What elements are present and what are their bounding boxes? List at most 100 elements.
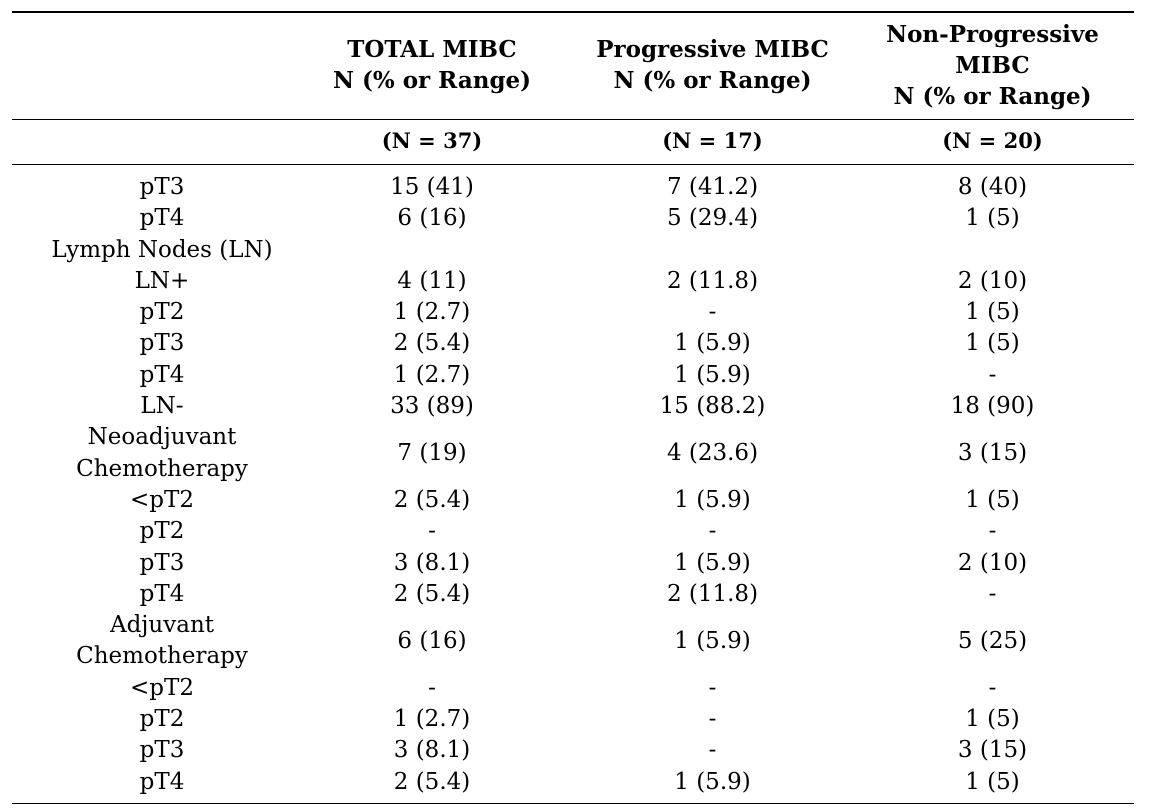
row-label: LN+ — [134, 267, 190, 294]
table-row: pT2 1 (2.7) - 1 (5) — [0, 297, 1159, 328]
table-row: pT3 3 (8.1) 1 (5.9) 2 (10) — [0, 548, 1159, 579]
total-cell: 2 (5.4) — [393, 330, 471, 357]
header-nonprog-line1: Non-Progressive — [886, 21, 1099, 48]
progressive-cell: 2 (11.8) — [666, 580, 759, 607]
row-label-line1: Adjuvant — [109, 612, 215, 639]
progressive-cell: 1 (5.9) — [674, 330, 751, 357]
non-progressive-cell: 1 (5) — [965, 486, 1020, 513]
table-row: pT3 15 (41) 7 (41.2) 8 (40) — [0, 172, 1159, 203]
progressive-n: (N = 17) — [662, 128, 763, 153]
total-cell: 6 (16) — [397, 205, 467, 232]
total-cell: 1 (2.7) — [393, 706, 471, 733]
row-label: pT3 — [139, 737, 185, 764]
row-label: <pT2 — [130, 486, 194, 513]
table-body: pT3 15 (41) 7 (41.2) 8 (40) pT4 6 (16) 5 (29.4… — [0, 172, 1159, 798]
header-total-line1: TOTAL MIBC — [347, 36, 517, 63]
progressive-cell: 5 (29.4) — [666, 205, 759, 232]
table-row: pT4 2 (5.4) 2 (11.8) - — [0, 579, 1159, 610]
non-progressive-cell: 1 (5) — [965, 768, 1020, 795]
header-progressive-mibc: Progressive MIBC N (% or Range) — [590, 34, 835, 96]
bottom-rule — [12, 803, 1134, 804]
total-cell: 1 (2.7) — [393, 299, 471, 326]
non-progressive-cell: 2 (10) — [957, 267, 1028, 294]
total-cell: 33 (89) — [390, 393, 474, 420]
row-label: pT2 — [139, 518, 185, 545]
progressive-cell: - — [708, 518, 717, 545]
total-cell: 1 (2.7) — [393, 361, 471, 388]
total-cell: 3 (8.1) — [393, 737, 471, 764]
row-label: pT3 — [139, 174, 185, 200]
progressive-cell: - — [708, 299, 717, 326]
row-label-line1: Neoadjuvant — [87, 424, 237, 451]
progressive-cell: 1 (5.9) — [674, 768, 751, 795]
progressive-cell: 7 (41.2) — [666, 174, 759, 200]
progressive-cell: 1 (5.9) — [674, 627, 751, 654]
total-cell: 2 (5.4) — [393, 768, 471, 795]
row-label: Lymph Nodes (LN) — [51, 236, 273, 263]
non-progressive-cell — [870, 235, 1115, 266]
total-cell: - — [428, 674, 436, 701]
row-label: pT4 — [139, 361, 185, 388]
row-label: Adjuvant Chemotherapy — [12, 610, 312, 673]
non-progressive-cell: 18 (90) — [950, 393, 1035, 420]
non-progressive-n: (N = 20) — [942, 128, 1043, 153]
table-row: pT4 2 (5.4) 1 (5.9) 1 (5) — [0, 767, 1159, 798]
row-label: pT2 — [139, 706, 185, 733]
total-cell — [312, 235, 552, 266]
progressive-cell: 15 (88.2) — [659, 393, 766, 420]
header-non-progressive-mibc: Non-Progressive MIBC N (% or Range) — [870, 19, 1115, 112]
table-row: Neoadjuvant Chemotherapy 7 (19) 4 (23.6) 3 (… — [0, 422, 1159, 485]
non-progressive-cell: 5 (25) — [957, 627, 1028, 654]
progressive-cell: - — [708, 706, 717, 733]
total-cell: - — [428, 518, 436, 545]
progressive-cell: 2 (11.8) — [666, 267, 759, 294]
table-row: LN- 33 (89) 15 (88.2) 18 (90) — [0, 391, 1159, 422]
non-progressive-cell: 3 (15) — [957, 737, 1028, 764]
row-label-line2: Chemotherapy — [76, 455, 248, 482]
top-rule — [12, 11, 1134, 13]
total-cell: 3 (8.1) — [393, 549, 471, 576]
row-label: LN- — [140, 393, 184, 420]
non-progressive-cell: 8 (40) — [957, 174, 1028, 200]
header-rule — [12, 119, 1134, 120]
table-row: Lymph Nodes (LN) — [0, 235, 1159, 266]
progressive-cell — [590, 235, 835, 266]
progressive-cell: - — [708, 737, 717, 764]
non-progressive-cell: - — [988, 518, 997, 545]
total-cell: 4 (11) — [397, 267, 467, 294]
table-row: pT3 3 (8.1) - 3 (15) — [0, 735, 1159, 766]
row-label: pT4 — [139, 768, 185, 795]
table-row: LN+ 4 (11) 2 (11.8) 2 (10) — [0, 266, 1159, 297]
header-nonprog-line3: N (% or Range) — [893, 83, 1092, 110]
non-progressive-cell: 1 (5) — [965, 205, 1020, 232]
non-progressive-cell: 2 (10) — [957, 549, 1028, 576]
progressive-cell: - — [708, 674, 717, 701]
non-progressive-cell: 3 (15) — [957, 440, 1028, 467]
progressive-cell: 1 (5.9) — [674, 549, 751, 576]
non-progressive-cell: - — [988, 361, 997, 388]
non-progressive-cell: 1 (5) — [965, 330, 1020, 357]
non-progressive-cell: - — [988, 580, 997, 607]
table-row: pT2 - - - — [0, 516, 1159, 547]
row-label: pT4 — [139, 580, 185, 607]
table-row: pT3 2 (5.4) 1 (5.9) 1 (5) — [0, 328, 1159, 359]
progressive-cell: 1 (5.9) — [674, 361, 751, 388]
header-total-mibc: TOTAL MIBC N (% or Range) — [312, 34, 552, 96]
row-label: pT4 — [139, 205, 185, 232]
non-progressive-cell: 1 (5) — [965, 299, 1020, 326]
header-progressive-line1: Progressive MIBC — [596, 36, 829, 63]
header-nonprog-line2: MIBC — [955, 52, 1030, 79]
row-label: pT2 — [139, 299, 185, 326]
progressive-cell: 4 (23.6) — [666, 440, 759, 467]
row-label: pT3 — [139, 549, 185, 576]
row-label: pT3 — [139, 330, 185, 357]
total-cell: 15 (41) — [390, 174, 474, 200]
non-progressive-cell: - — [988, 674, 997, 701]
header-progressive-line2: N (% or Range) — [613, 67, 812, 94]
non-progressive-cell: 1 (5) — [965, 706, 1020, 733]
table-row: <pT2 - - - — [0, 673, 1159, 704]
table-row: pT4 1 (2.7) 1 (5.9) - — [0, 360, 1159, 391]
row-label: Neoadjuvant Chemotherapy — [12, 422, 312, 485]
progressive-cell: 1 (5.9) — [674, 486, 751, 513]
header-total-line2: N (% or Range) — [332, 67, 532, 94]
